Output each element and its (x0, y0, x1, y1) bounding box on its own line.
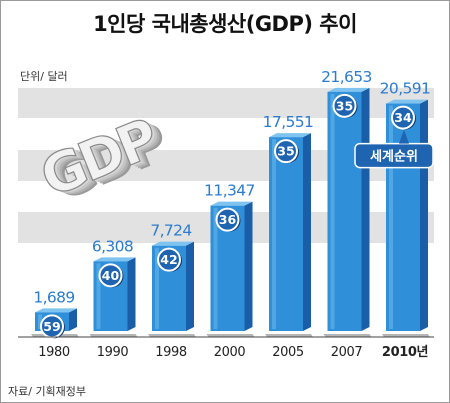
value-label: 1,689 (33, 288, 74, 306)
bar-side (420, 99, 428, 331)
rank-badge (215, 207, 240, 232)
rank-label: 35 (336, 98, 353, 113)
callout-pointer (399, 129, 409, 144)
bar-top (386, 99, 428, 104)
value-label: 7,724 (150, 222, 191, 240)
bar-side (127, 257, 136, 331)
bar: 35 21,653 (321, 68, 372, 337)
x-tick-label: 2000 (214, 345, 246, 360)
rank-label: 42 (160, 252, 177, 267)
bar-highlight (272, 139, 276, 329)
rank-label: 35 (277, 144, 294, 159)
callout-box (354, 142, 434, 169)
callout-label: 세계순위 (370, 150, 418, 165)
bar-side (186, 241, 194, 331)
rank-badge (332, 93, 357, 118)
bar-top (93, 257, 136, 262)
bar-highlight (38, 314, 42, 329)
bar: 42 7,724 (148, 222, 196, 337)
bar: 59 1,689 (31, 288, 79, 339)
chart-title: 1인당 국내총생산(GDP) 추이 (93, 12, 357, 36)
x-tick-label: 2005 (272, 345, 304, 360)
bar-highlight (330, 93, 335, 330)
value-label: 6,308 (92, 237, 133, 255)
bar-side (244, 201, 253, 331)
bar: 34 20,591 (380, 80, 431, 337)
rank-label: 36 (219, 212, 237, 227)
rank-badge (157, 247, 181, 272)
x-tick-label: 1990 (97, 345, 129, 360)
bar-shadow (148, 334, 196, 337)
bar-shadow (265, 334, 313, 337)
rank-badge (274, 139, 298, 164)
bar-side (361, 87, 370, 332)
bar-side (303, 133, 311, 331)
rank-label: 40 (102, 268, 120, 283)
x-tick-label: 1998 (155, 345, 187, 360)
unit-label: 단위/ 달러 (20, 70, 68, 83)
bar-shadow (382, 334, 430, 337)
bar-side (69, 308, 77, 331)
x-tick-label: 2007 (331, 345, 363, 360)
value-label: 17,551 (263, 113, 314, 131)
x-tick-labels: 1980 1990 1998 2000 2005 2007 2010년 (38, 345, 428, 360)
rank-label: 34 (394, 110, 412, 125)
value-label: 21,653 (321, 68, 372, 86)
bar-top (210, 201, 253, 206)
rank-badge (391, 105, 415, 130)
bar-highlight (213, 207, 218, 329)
x-tick-label: 2010년 (382, 345, 428, 360)
bar-highlight (389, 105, 393, 329)
bar-shadow (323, 334, 372, 337)
bar: 36 11,347 (204, 182, 255, 337)
bar-highlight (155, 247, 159, 329)
bar-top (152, 241, 194, 246)
value-label: 20,591 (380, 80, 431, 98)
bar-highlight (96, 263, 101, 329)
rank-badge (98, 263, 123, 288)
bar-top (327, 87, 370, 92)
bar-shadow (89, 334, 138, 337)
bars: 59 1,689 40 6,308 42 7,724 36 11,347 35 17,551 35 2… (31, 68, 431, 339)
bar-top (35, 308, 77, 313)
x-tick-label: 1980 (38, 345, 70, 360)
bar-shadow (206, 334, 255, 337)
source-label: 자료/ 기획재정부 (8, 385, 87, 398)
bar-top (269, 133, 311, 138)
bar: 40 6,308 (89, 237, 138, 337)
value-label: 11,347 (204, 182, 255, 200)
world-rank-callout: 세계순위 (354, 129, 434, 169)
background-band (18, 88, 434, 118)
rank-label: 59 (43, 319, 60, 334)
bar: 35 17,551 (263, 113, 314, 337)
